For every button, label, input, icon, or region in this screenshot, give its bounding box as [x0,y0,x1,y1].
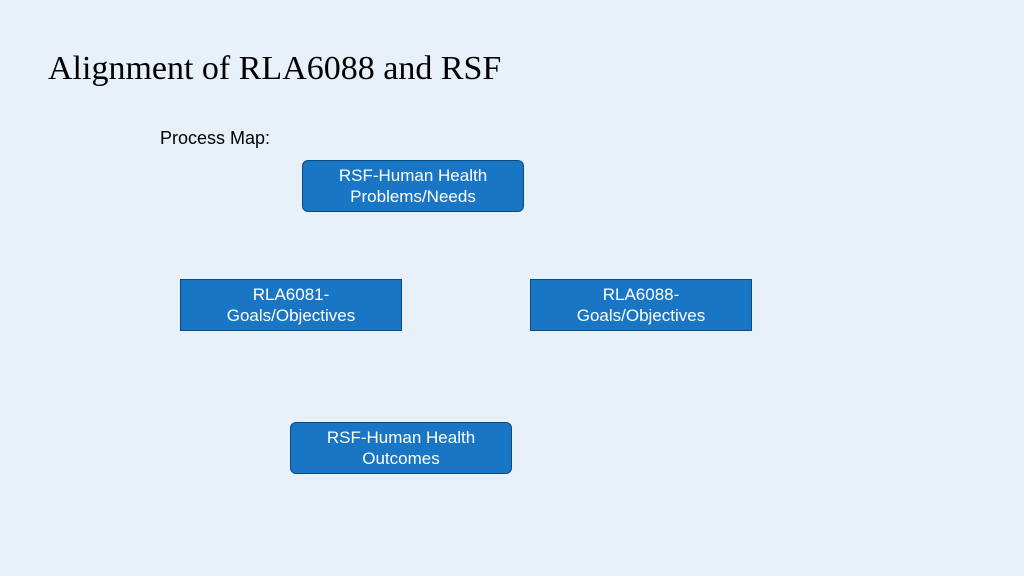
flow-node-rsf-problems: RSF-Human Health Problems/Needs [302,160,524,212]
slide-title: Alignment of RLA6088 and RSF [48,50,501,88]
flow-node-rla6088-goals: RLA6088-Goals/Objectives [530,279,752,331]
flow-node-rsf-outcomes: RSF-Human Health Outcomes [290,422,512,474]
slide-subtitle: Process Map: [160,128,270,149]
flow-node-rla6081-goals: RLA6081-Goals/Objectives [180,279,402,331]
